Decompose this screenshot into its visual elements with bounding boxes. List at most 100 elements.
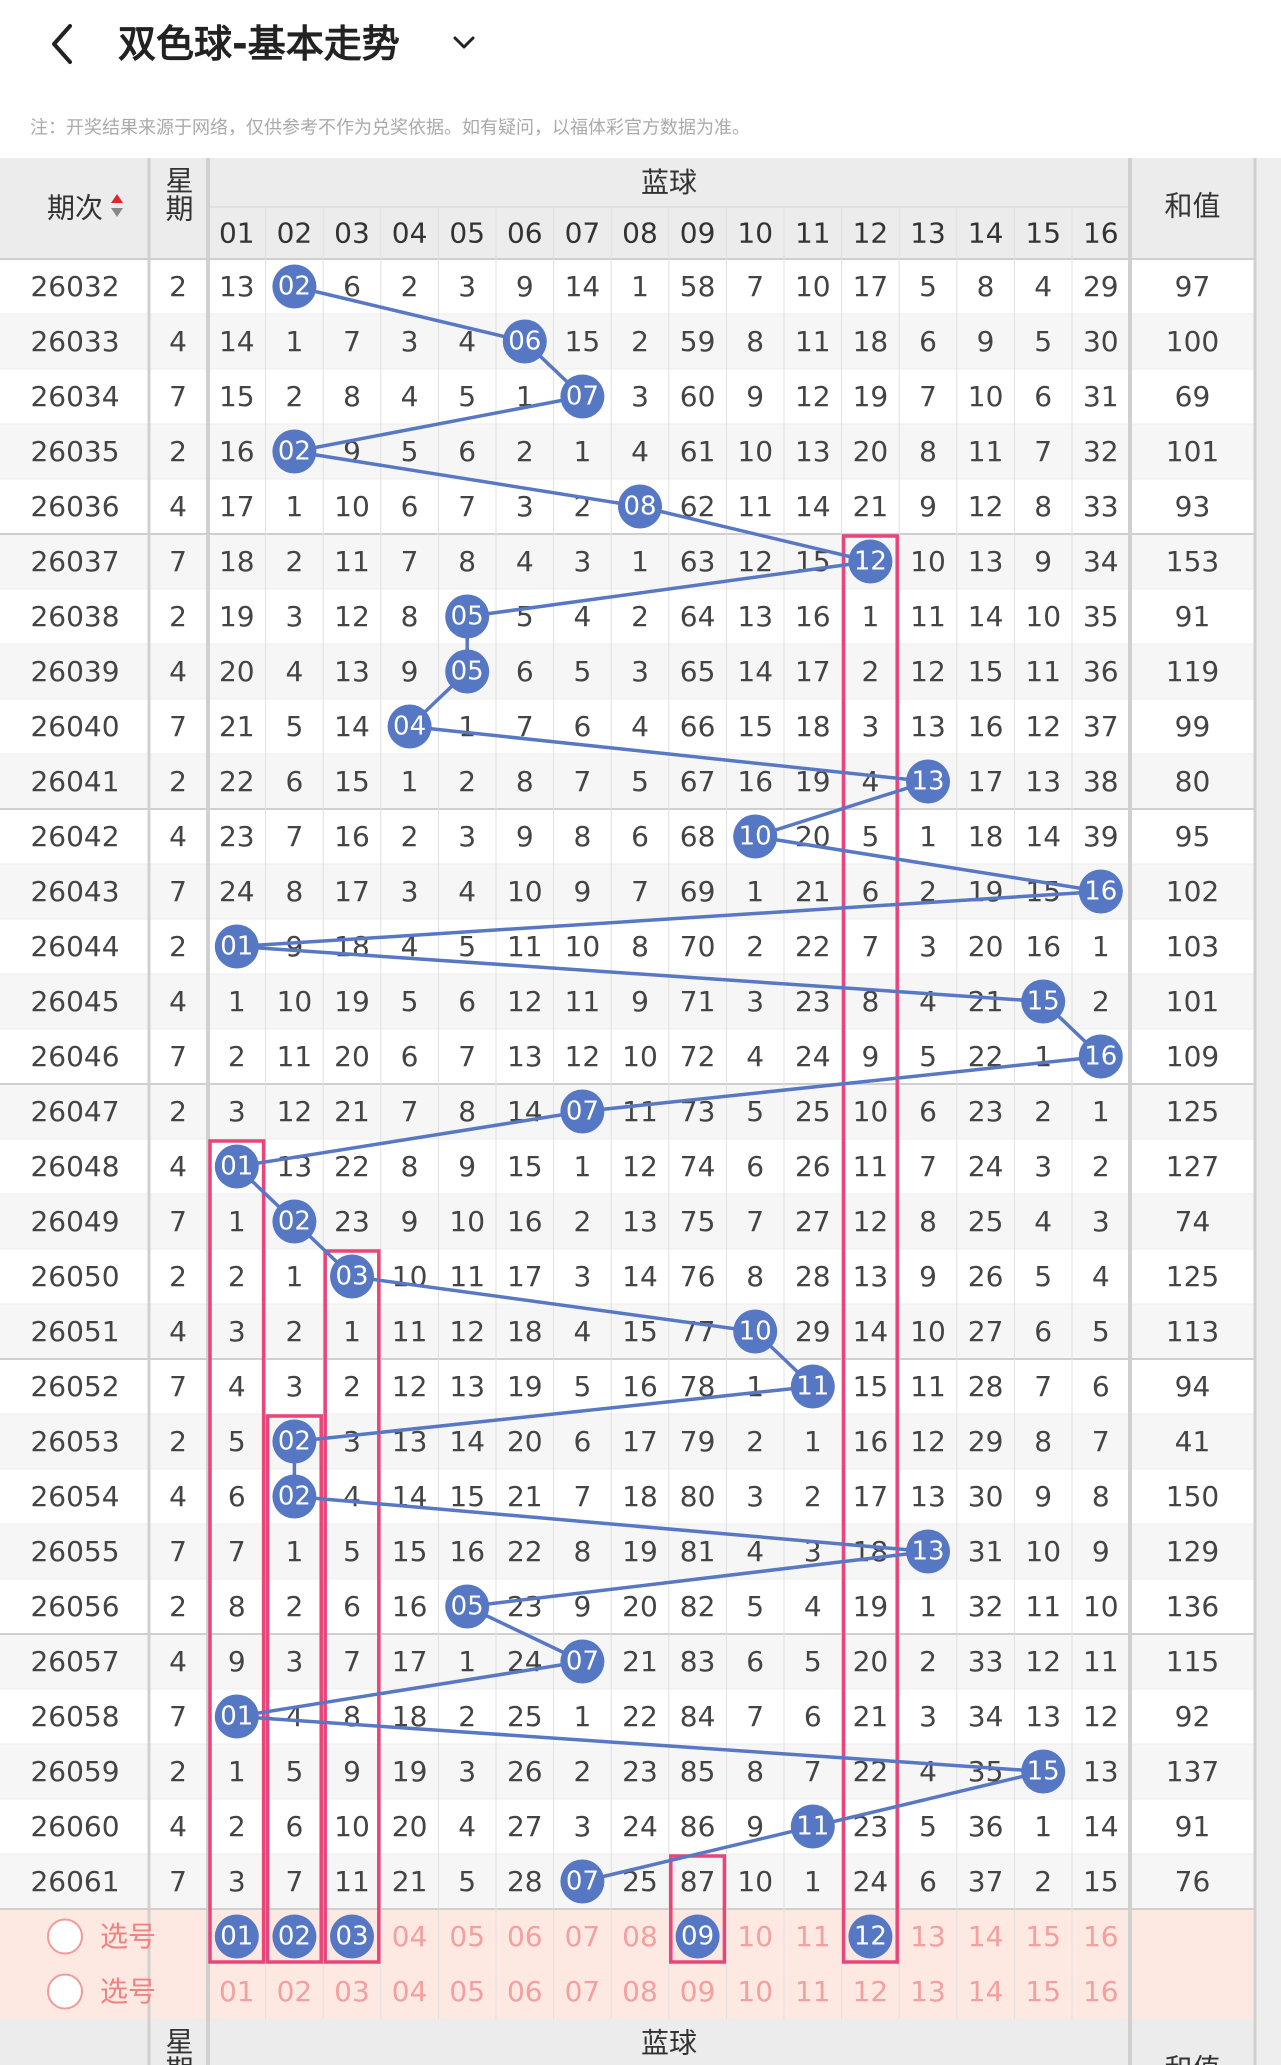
pick-number[interactable]: 13	[910, 1975, 946, 2008]
omission-cell: 59	[680, 325, 716, 358]
weekday-cell: 2	[169, 1755, 187, 1788]
omission-cell: 19	[392, 1755, 428, 1788]
pick-number[interactable]: 13	[910, 1920, 946, 1953]
blue-ball	[445, 649, 490, 694]
pick-number[interactable]: 09	[680, 1975, 716, 2008]
weekday-cell: 2	[169, 930, 187, 963]
weekday-cell: 7	[169, 1535, 187, 1568]
omission-cell: 19	[853, 380, 889, 413]
omission-cell: 1	[343, 1315, 361, 1348]
pick-number[interactable]: 15	[1025, 1920, 1061, 1953]
pick-number[interactable]: 14	[968, 1920, 1004, 1953]
row-bg	[0, 1249, 1281, 1304]
omission-cell: 10	[910, 1315, 946, 1348]
pick-number[interactable]: 15	[1025, 1975, 1061, 2008]
pick-number[interactable]: 14	[968, 1975, 1004, 2008]
sum-cell: 150	[1166, 1480, 1219, 1513]
omission-cell: 14	[795, 490, 831, 523]
pick-label[interactable]: 选号	[100, 1975, 156, 2008]
omission-cell: 15	[853, 1370, 889, 1403]
blue-ball-number: 07	[566, 1647, 599, 1677]
sort-up-icon[interactable]	[111, 194, 123, 203]
omission-cell: 3	[228, 1315, 246, 1348]
pick-number[interactable]: 11	[795, 1975, 831, 2008]
pick-label[interactable]: 选号	[100, 1920, 156, 1953]
pick-number[interactable]: 11	[795, 1920, 831, 1953]
omission-cell: 10	[622, 1040, 658, 1073]
omission-cell: 31	[968, 1535, 1004, 1568]
row-bg	[0, 1854, 1281, 1909]
pick-ball[interactable]	[675, 1914, 720, 1959]
omission-cell: 8	[746, 1260, 764, 1293]
blue-ball	[502, 319, 547, 364]
pick-number[interactable]: 08	[622, 1920, 658, 1953]
omission-cell: 25	[507, 1700, 543, 1733]
pick-number[interactable]: 12	[853, 1975, 889, 2008]
pick-number[interactable]: 05	[449, 1920, 485, 1953]
pick-number[interactable]: 07	[565, 1920, 601, 1953]
footer-sum: 和值	[1164, 2053, 1220, 2065]
omission-cell: 9	[285, 930, 303, 963]
pick-radio[interactable]	[47, 1973, 83, 2010]
sort-down-icon[interactable]	[111, 208, 123, 217]
omission-cell: 2	[861, 655, 879, 688]
pick-number[interactable]: 08	[622, 1975, 658, 2008]
omission-cell: 11	[737, 490, 773, 523]
omission-cell: 22	[334, 1150, 370, 1183]
right-strip	[1255, 158, 1281, 2065]
pick-number[interactable]: 03	[334, 1975, 370, 2008]
pick-number[interactable]: 16	[1083, 1975, 1119, 2008]
pick-row-bg	[0, 1909, 1281, 1964]
omission-cell: 5	[573, 1370, 591, 1403]
omission-cell: 3	[458, 820, 476, 853]
omission-cell: 13	[334, 655, 370, 688]
omission-cell: 3	[285, 1645, 303, 1678]
pick-ball-number[interactable]: 09	[681, 1922, 714, 1952]
dropdown-toggle[interactable]	[453, 36, 475, 49]
blue-ball-number: 07	[566, 382, 599, 412]
omission-cell: 10	[795, 270, 831, 303]
omission-cell: 14	[968, 600, 1004, 633]
pick-number[interactable]: 06	[507, 1920, 543, 1953]
blue-ball-number: 07	[566, 1867, 599, 1897]
pick-ball-number[interactable]: 03	[335, 1922, 368, 1952]
blue-ball-number: 13	[911, 1537, 944, 1567]
pick-number[interactable]: 04	[392, 1920, 428, 1953]
pick-ball-number[interactable]: 02	[278, 1922, 311, 1952]
back-button[interactable]	[52, 24, 72, 64]
pick-ball[interactable]	[848, 1914, 893, 1959]
omission-cell: 11	[449, 1260, 485, 1293]
omission-cell: 11	[1025, 1590, 1061, 1623]
pick-number[interactable]: 10	[737, 1975, 773, 2008]
row-bg	[0, 1689, 1281, 1744]
pick-number[interactable]: 02	[277, 1975, 313, 2008]
period-header[interactable]: 期次	[47, 192, 103, 225]
weekday-cell: 4	[169, 1810, 187, 1843]
row-bg	[0, 534, 1281, 589]
omission-cell: 6	[401, 490, 419, 523]
pick-number[interactable]: 16	[1083, 1920, 1119, 1953]
omission-cell: 11	[334, 1865, 370, 1898]
omission-cell: 13	[1025, 765, 1061, 798]
sum-cell: 92	[1175, 1700, 1211, 1733]
pick-number[interactable]: 07	[565, 1975, 601, 2008]
pick-ball-number[interactable]: 12	[854, 1922, 887, 1952]
omission-cell: 17	[219, 490, 255, 523]
pick-ball[interactable]	[214, 1914, 259, 1959]
pick-number[interactable]: 01	[219, 1975, 255, 2008]
pick-radio[interactable]	[47, 1918, 83, 1955]
omission-cell: 67	[680, 765, 716, 798]
omission-cell: 16	[795, 600, 831, 633]
omission-cell: 22	[622, 1700, 658, 1733]
pick-ball[interactable]	[272, 1914, 317, 1959]
omission-cell: 19	[507, 1370, 543, 1403]
pick-number[interactable]: 05	[449, 1975, 485, 2008]
blue-ball-number: 02	[278, 272, 311, 302]
pick-number[interactable]: 10	[737, 1920, 773, 1953]
omission-cell: 28	[795, 1260, 831, 1293]
pick-number[interactable]: 06	[507, 1975, 543, 2008]
pick-number[interactable]: 04	[392, 1975, 428, 2008]
pick-ball-number[interactable]: 01	[220, 1922, 253, 1952]
pick-ball[interactable]	[330, 1914, 374, 1959]
